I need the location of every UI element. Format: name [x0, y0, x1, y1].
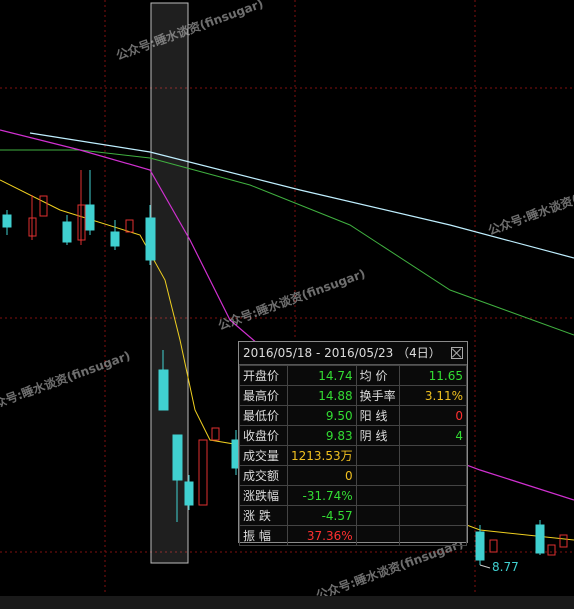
value: 14.88: [286, 385, 357, 406]
label: 涨 跌: [239, 505, 288, 526]
popup-title: 2016/05/18 - 2016/05/23 （4日）: [243, 346, 441, 360]
value: 14.74: [286, 365, 357, 386]
value: 1213.53万: [286, 445, 357, 466]
label: 成交额: [239, 465, 288, 486]
value: 37.36%: [286, 525, 357, 546]
label: 换手率: [355, 385, 400, 406]
value: 11.65: [398, 365, 468, 386]
value: 9.83: [286, 425, 357, 446]
label: 收盘价: [239, 425, 288, 446]
value: 3.11%: [398, 385, 468, 406]
label: 阳 线: [355, 405, 400, 426]
watermark: 公众号:睡水谈资(finsugar): [0, 348, 132, 415]
watermark: 公众号:睡水谈资(finsugar): [486, 171, 574, 238]
low-price-label: 8.77: [492, 560, 519, 574]
value: 9.50: [286, 405, 357, 426]
info-popup: 2016/05/18 - 2016/05/23 （4日） 开盘价 14.74 均 价…: [238, 341, 468, 546]
value: 0: [286, 465, 357, 486]
label: 成交量: [239, 445, 288, 466]
watermark: 公众号:睡水谈资(finsugar): [114, 0, 265, 63]
value: -4.57: [286, 505, 357, 526]
label: 涨跌幅: [239, 485, 288, 506]
close-button[interactable]: [451, 347, 463, 359]
value: 4: [398, 425, 468, 446]
popup-header: 2016/05/18 - 2016/05/23 （4日）: [239, 342, 467, 365]
value: 0: [398, 405, 468, 426]
info-table: 开盘价 14.74 均 价 11.65 最高价 14.88 换手率 3.11% 最低价 9.5…: [239, 365, 468, 546]
value: -31.74%: [286, 485, 357, 506]
label: 最高价: [239, 385, 288, 406]
label: 振 幅: [239, 525, 288, 546]
label: 开盘价: [239, 365, 288, 386]
watermark: 公众号:睡水谈资(finsugar): [216, 266, 367, 333]
label: 均 价: [355, 365, 400, 386]
label: 最低价: [239, 405, 288, 426]
label: 阴 线: [355, 425, 400, 446]
